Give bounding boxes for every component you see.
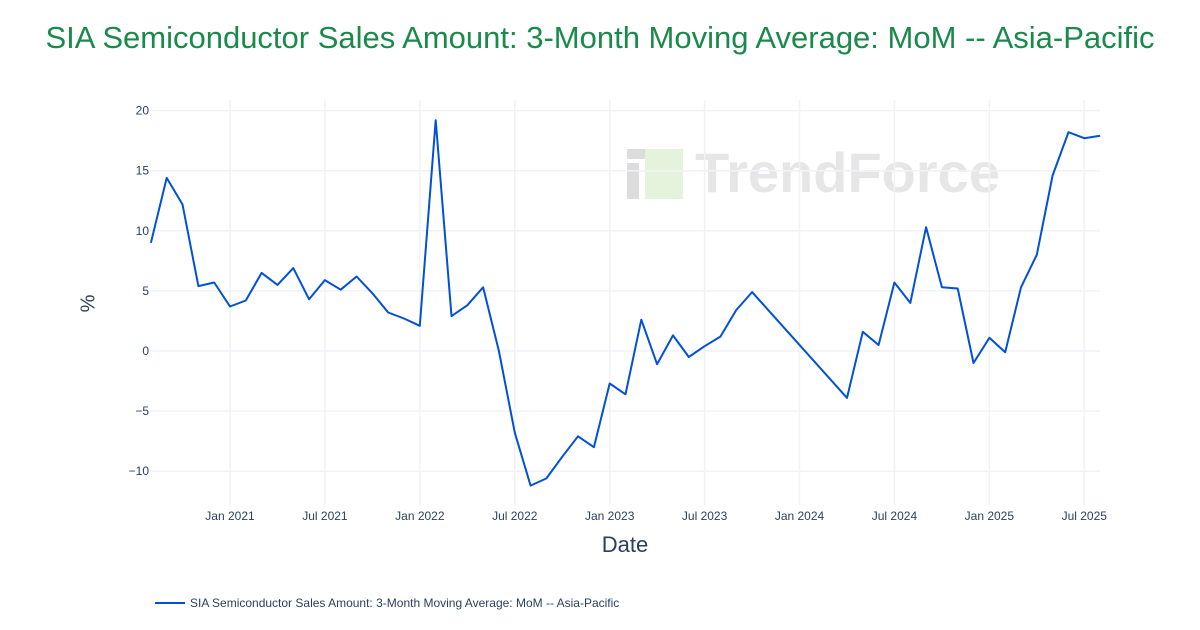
chart-title: SIA Semiconductor Sales Amount: 3-Month …	[45, 20, 1155, 55]
y-tick-label: 15	[136, 164, 150, 178]
y-tick-label: 5	[142, 284, 149, 298]
x-tick-label: Jul 2021	[302, 509, 348, 523]
trendforce-logo-icon	[627, 148, 683, 199]
x-tick-label: Jan 2025	[965, 509, 1015, 523]
legend-label: SIA Semiconductor Sales Amount: 3-Month …	[190, 596, 620, 610]
x-tick-label: Jan 2022	[395, 509, 445, 523]
y-tick-label: 10	[136, 224, 150, 238]
x-tick-label: Jul 2025	[1062, 509, 1108, 523]
legend[interactable]: SIA Semiconductor Sales Amount: 3-Month …	[155, 596, 619, 610]
x-axis-label: Date	[601, 532, 649, 557]
x-tick-label: Jan 2021	[205, 509, 255, 523]
y-tick-label: −10	[129, 464, 150, 478]
x-tick-label: Jul 2024	[872, 509, 918, 523]
y-axis-label: %	[77, 294, 100, 313]
y-tick-label: 0	[142, 344, 149, 358]
trendforce-watermark: TrendForce	[625, 140, 1000, 205]
watermark-text: TrendForce	[695, 141, 1000, 204]
legend-swatch	[155, 602, 185, 604]
y-tick-label: 20	[136, 104, 150, 118]
x-tick-label: Jan 2023	[585, 509, 635, 523]
x-tick-label: Jul 2023	[682, 509, 728, 523]
x-tick-label: Jan 2024	[775, 509, 825, 523]
x-tick-label: Jul 2022	[492, 509, 538, 523]
series-line	[149, 119, 1101, 487]
y-tick-label: −5	[135, 404, 149, 418]
